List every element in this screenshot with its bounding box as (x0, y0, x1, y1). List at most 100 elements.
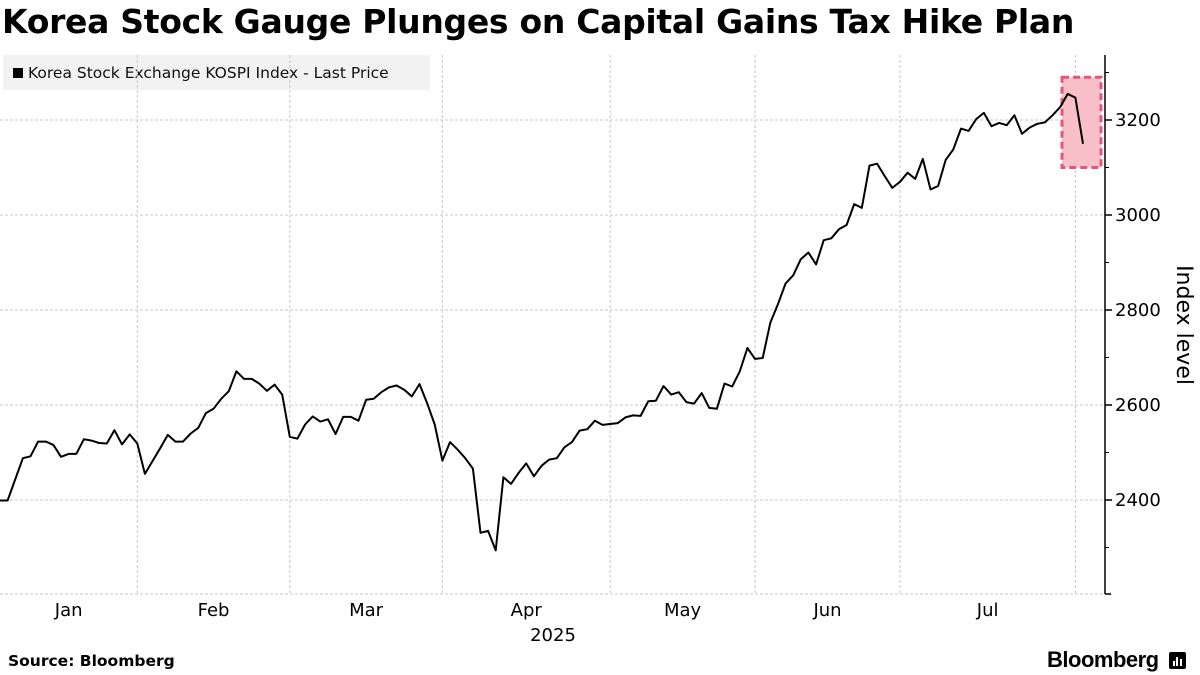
x-tick-label: Jul (976, 600, 999, 621)
data-point (563, 446, 565, 448)
data-point (159, 447, 161, 449)
data-point (22, 457, 24, 459)
data-point (937, 185, 939, 187)
data-point (479, 532, 481, 534)
data-point (1051, 114, 1053, 116)
data-point (190, 433, 192, 435)
data-point (434, 423, 436, 425)
data-point (800, 258, 802, 260)
data-point (777, 303, 779, 305)
data-point (754, 358, 756, 360)
data-point (136, 442, 138, 444)
data-point (922, 158, 924, 160)
data-point (579, 430, 581, 432)
data-point (342, 416, 344, 418)
x-tick-label: May (664, 600, 702, 621)
data-point (350, 416, 352, 418)
data-point (113, 429, 115, 431)
data-point (152, 460, 154, 462)
data-point (274, 384, 276, 386)
highlight-box (1060, 75, 1103, 169)
data-point (586, 428, 588, 430)
data-point (525, 462, 527, 464)
highlight-region (1060, 75, 1103, 169)
source-note: Source: Bloomberg (8, 652, 175, 670)
data-point (357, 420, 359, 422)
data-point (213, 408, 215, 410)
logo-wordmark: Bloomberg (1047, 647, 1159, 672)
data-point (37, 441, 39, 443)
data-point (823, 239, 825, 241)
bloomberg-logo: Bloomberg (1047, 647, 1186, 673)
data-point (75, 453, 77, 455)
data-point (487, 530, 489, 532)
data-point (1067, 93, 1069, 95)
y-axis-label: Index level (1171, 265, 1196, 385)
y-axis: 2400 2600 2800 3000 3200 (1104, 55, 1161, 595)
data-point (243, 378, 245, 380)
x-tick-label: Apr (511, 600, 543, 621)
data-point (769, 322, 771, 324)
data-point (1029, 127, 1031, 129)
data-point (365, 399, 367, 401)
data-point (411, 395, 413, 397)
data-point (617, 422, 619, 424)
x-axis: Jan Feb Mar Apr May Jun Jul (0, 593, 1105, 621)
data-point (640, 415, 642, 417)
data-point (106, 442, 108, 444)
data-point (197, 427, 199, 429)
data-point (632, 414, 634, 416)
x-tick-label: Feb (198, 600, 230, 621)
data-point (815, 263, 817, 265)
data-point (701, 392, 703, 394)
data-point (983, 112, 985, 114)
data-point (441, 460, 443, 462)
data-point (60, 456, 62, 458)
data-point (541, 465, 543, 467)
data-point (30, 455, 32, 457)
data-point (960, 128, 962, 130)
data-point (1044, 121, 1046, 123)
data-point (251, 378, 253, 380)
data-point (609, 423, 611, 425)
data-point (990, 125, 992, 127)
data-point (884, 175, 886, 177)
y-tick-label: 2800 (1115, 300, 1161, 321)
data-point (1021, 133, 1023, 135)
data-point (266, 390, 268, 392)
data-point (472, 468, 474, 470)
x-tick-label: Jun (812, 600, 841, 621)
data-point (52, 444, 54, 446)
data-point (746, 347, 748, 349)
bloomberg-chart-icon (1168, 651, 1186, 669)
data-point (655, 400, 657, 402)
data-point (998, 122, 1000, 124)
data-point (205, 412, 207, 414)
data-point (807, 252, 809, 254)
data-point (792, 274, 794, 276)
data-point (235, 370, 237, 372)
data-point (289, 436, 291, 438)
data-point (45, 441, 47, 443)
x-tick-label: Mar (349, 600, 384, 621)
data-point (327, 418, 329, 420)
data-point (510, 483, 512, 485)
data-point (457, 449, 459, 451)
data-point (647, 400, 649, 402)
data-point (952, 148, 954, 150)
data-point (1013, 114, 1015, 116)
data-point (98, 442, 100, 444)
data-point (785, 282, 787, 284)
data-point (853, 203, 855, 205)
data-point (838, 228, 840, 230)
data-point (1059, 106, 1061, 108)
data-point (533, 475, 535, 477)
y-tick-label: 3200 (1115, 110, 1161, 131)
data-point (571, 441, 573, 443)
data-point (319, 421, 321, 423)
data-point (975, 118, 977, 120)
data-point (518, 472, 520, 474)
data-point (731, 385, 733, 387)
legend-label: Korea Stock Exchange KOSPI Index - Last … (28, 63, 389, 82)
